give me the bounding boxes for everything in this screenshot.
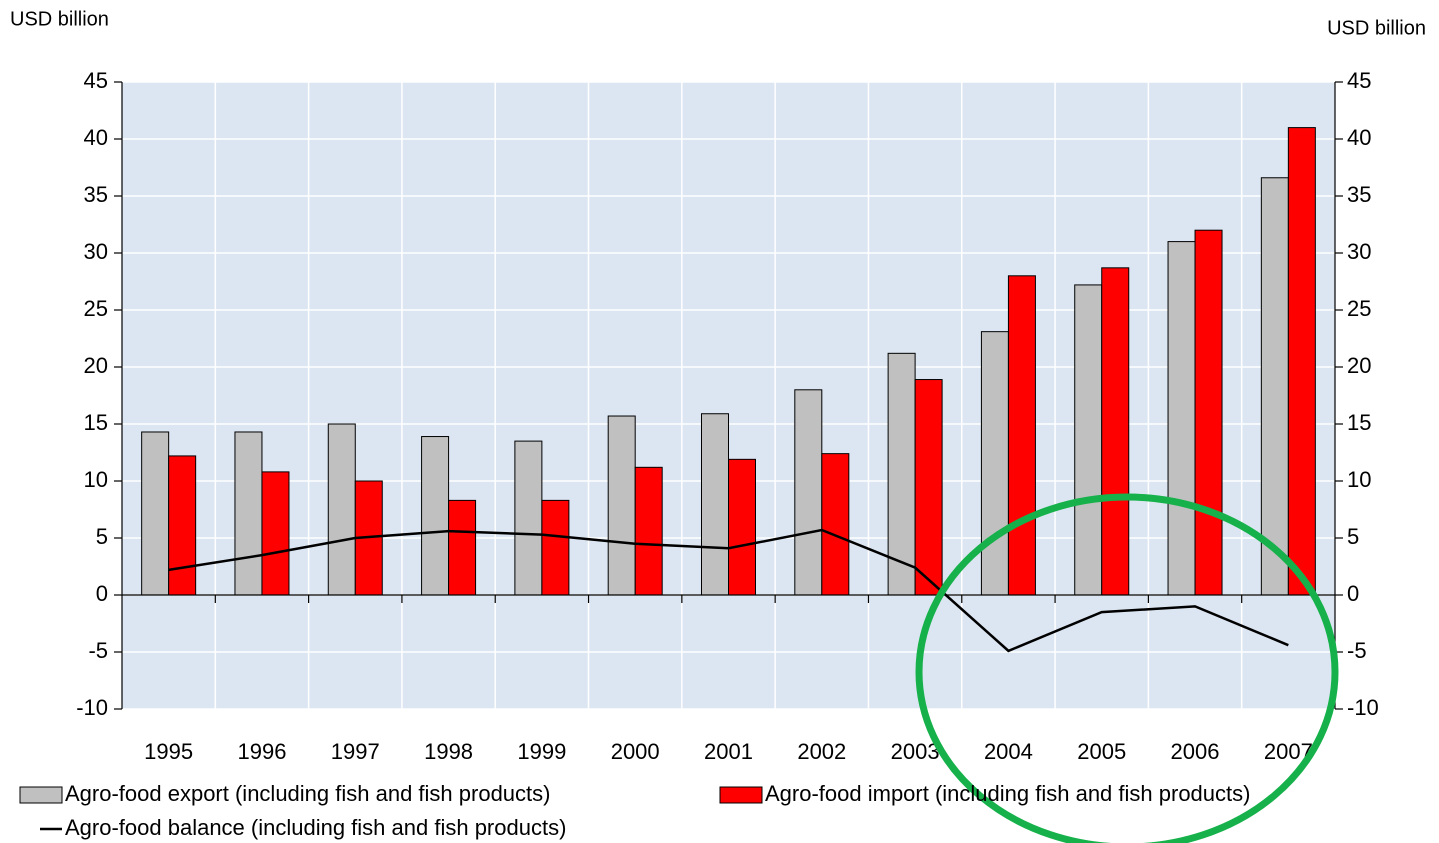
bar <box>514 440 543 596</box>
plot-background <box>122 82 1335 709</box>
bar <box>1074 284 1103 596</box>
y-tick-label: 30 <box>84 239 108 264</box>
bar <box>607 415 636 596</box>
legend-label: Agro-food import (including fish and fis… <box>765 781 1250 806</box>
x-tick-label: 1996 <box>237 739 286 764</box>
bar <box>141 431 170 596</box>
y-tick-label: 5 <box>96 524 108 549</box>
y2-tick-label: -10 <box>1347 695 1379 720</box>
y2-tick-label: -5 <box>1347 638 1367 663</box>
legend-swatch <box>719 786 763 804</box>
bar <box>448 499 477 596</box>
bar <box>1007 275 1036 596</box>
legend-label: Agro-food export (including fish and fis… <box>65 781 550 806</box>
y-tick-label: 25 <box>84 296 108 321</box>
x-tick-label: 2004 <box>984 739 1033 764</box>
x-tick-label: 1997 <box>331 739 380 764</box>
bar <box>887 352 916 596</box>
bar <box>541 499 570 596</box>
x-tick-label: 2006 <box>1171 739 1220 764</box>
bar <box>914 379 943 596</box>
x-tick-label: 2005 <box>1077 739 1126 764</box>
plot-area: -10 -5 0 5 10 15 20 25 30 35 40 45 -10 -5 0 5 10 15 20 25 30… <box>76 68 1379 764</box>
x-tick-label: 2001 <box>704 739 753 764</box>
x-tick-label: 1999 <box>517 739 566 764</box>
y-tick-label: -5 <box>88 638 108 663</box>
bar <box>1287 127 1316 596</box>
y2-tick-label: 30 <box>1347 239 1371 264</box>
bar <box>261 471 290 596</box>
y-tick-label: 0 <box>96 581 108 606</box>
bar <box>1101 267 1130 596</box>
y-tick-label: 40 <box>84 125 108 150</box>
bar <box>1260 177 1289 596</box>
bar <box>1194 229 1223 596</box>
y2-tick-label: 40 <box>1347 125 1371 150</box>
y-tick-label: 15 <box>84 410 108 435</box>
y-tick-label: 45 <box>84 68 108 93</box>
y-tick-label: 10 <box>84 467 108 492</box>
y2-tick-label: 0 <box>1347 581 1359 606</box>
y2-tick-label: 20 <box>1347 353 1371 378</box>
bar <box>821 453 850 596</box>
x-tick-label: 2002 <box>797 739 846 764</box>
y2-tick-label: 25 <box>1347 296 1371 321</box>
y2-tick-label: 5 <box>1347 524 1359 549</box>
x-tick-label: 1998 <box>424 739 473 764</box>
bar <box>701 413 729 596</box>
bar <box>728 458 756 596</box>
y-axis-label: USD billion <box>10 8 109 30</box>
y-tick-label: 35 <box>84 182 108 207</box>
bar <box>980 331 1009 596</box>
y2-tick-label: 10 <box>1347 467 1371 492</box>
bar <box>1167 241 1196 596</box>
legend-label: Agro-food balance (including fish and fi… <box>65 815 566 840</box>
bar <box>794 389 823 596</box>
x-tick-label: 2000 <box>611 739 660 764</box>
x-tick-label: 1995 <box>144 739 193 764</box>
y-tick-label: 20 <box>84 353 108 378</box>
bar <box>421 436 450 596</box>
bar <box>634 466 663 596</box>
bar <box>234 431 263 596</box>
y2-tick-label: 45 <box>1347 68 1371 93</box>
y2-tick-label: 15 <box>1347 410 1371 435</box>
y-tick-label: -10 <box>76 695 108 720</box>
y2-tick-label: 35 <box>1347 182 1371 207</box>
line-series <box>168 528 1289 653</box>
bar <box>327 423 356 596</box>
highlight-circle <box>915 493 1339 843</box>
bar <box>168 455 197 596</box>
y2-axis-label: USD billion <box>1327 17 1426 39</box>
x-tick-label: 2003 <box>891 739 940 764</box>
legend-swatch <box>19 786 63 804</box>
